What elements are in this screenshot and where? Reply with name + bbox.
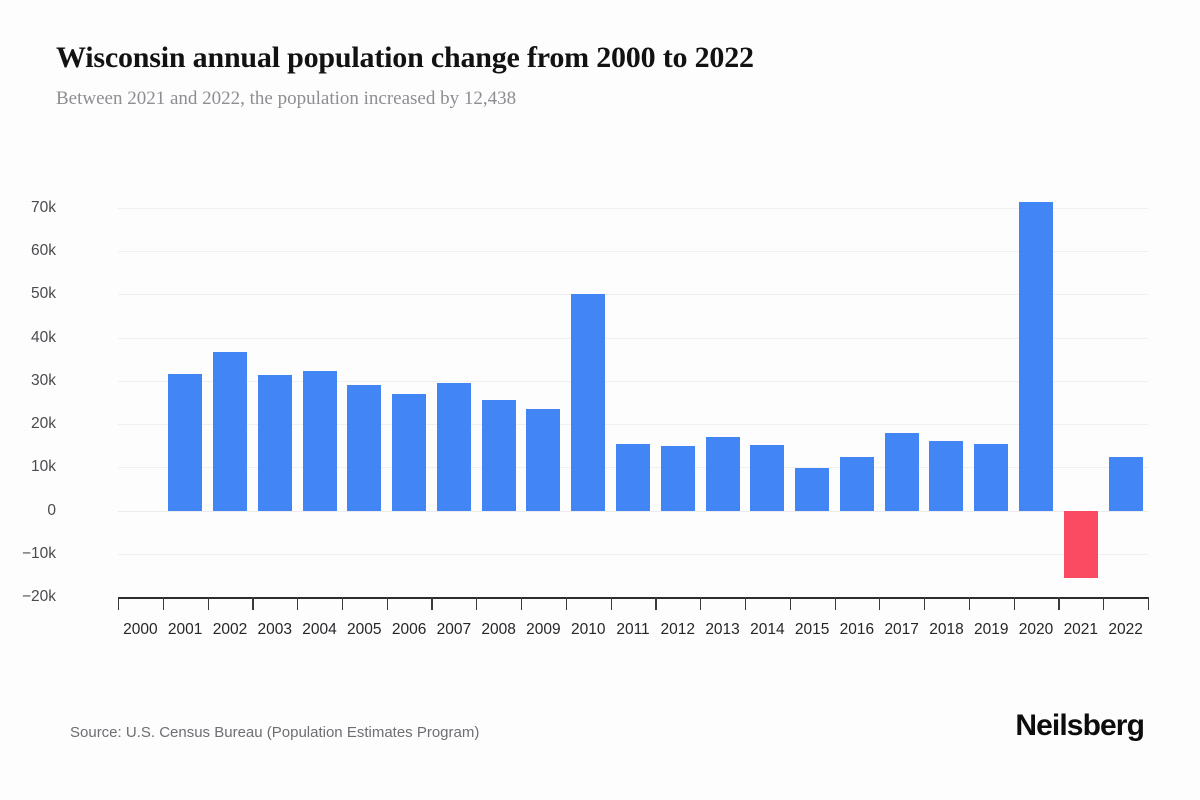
x-axis-tick-label: 2003 [257,621,292,638]
bar-2014[interactable] [750,444,785,511]
y-axis-tick-label: 10k [31,458,56,476]
bar-2017[interactable] [884,433,919,511]
gridline [118,337,1148,339]
x-axis-tick [834,597,836,610]
chart-subtitle: Between 2021 and 2022, the population in… [56,88,517,109]
x-axis-line [118,597,1148,599]
y-axis-tick-label: 50k [31,285,56,303]
x-axis-tick [476,597,478,610]
x-axis-tick-label: 2011 [616,621,650,638]
y-axis-tick-label: 20k [31,415,56,433]
x-axis-tick-label: 2017 [884,621,919,638]
gridline [118,251,1148,253]
x-axis-tick-label: 2016 [839,621,875,638]
bar-2010[interactable] [571,294,606,511]
x-axis-tick [1103,597,1105,610]
x-axis-tick [341,597,344,610]
bar-2002[interactable] [212,351,247,511]
x-axis-tick [252,597,254,610]
x-axis-tick-label: 2009 [526,621,561,638]
bar-2022[interactable] [1108,456,1143,511]
source-note: Source: U.S. Census Bureau (Population E… [70,724,480,741]
bar-2006[interactable] [392,393,427,511]
y-axis-tick-label: 30k [31,371,56,389]
x-axis-tick-label: 2000 [123,621,158,638]
bar-2011[interactable] [616,444,650,511]
x-axis-tick [386,597,388,610]
x-axis-tick [744,597,747,610]
x-axis-tick-label: 2020 [1018,621,1054,638]
x-axis-tick-label: 2001 [167,621,203,638]
bar-2004[interactable] [302,371,337,511]
x-axis-tick-label: 2013 [705,621,740,638]
x-axis-tick-label: 2007 [436,621,472,638]
x-axis-tick-label: 2005 [347,621,382,638]
x-axis-tick-label: 2010 [570,621,606,638]
bar-series [118,201,1148,597]
bar-2012[interactable] [660,445,695,511]
y-axis-tick-label: 0 [47,501,56,519]
gridline [118,553,1148,555]
x-axis-tick-label: 2021 [1063,621,1099,638]
x-axis-tick [1058,597,1060,610]
chart-header: Wisconsin annual population change from … [56,40,1156,111]
bar-2021[interactable] [1063,510,1098,578]
x-axis-tick [700,597,702,610]
y-axis-tick-label: 40k [31,328,56,346]
bar-2005[interactable] [347,385,382,511]
x-axis-tick [655,597,657,610]
bar-2003[interactable] [257,374,292,511]
y-axis-tick-label: −20k [21,588,56,605]
bar-2009[interactable] [526,408,561,511]
x-axis-tick [968,597,971,610]
page-title: Wisconsin annual population change from … [56,41,754,74]
x-axis-tick-label: 2014 [750,621,785,638]
x-axis-tick [1013,597,1015,610]
x-axis-tick-label: 2006 [391,621,427,638]
x-axis-tick-label: 2008 [481,621,516,638]
y-axis-tick-label: 70k [31,199,56,216]
x-axis-tick [521,597,523,610]
x-axis-tick [610,597,612,610]
x-axis-tick [162,597,164,610]
gridline [118,380,1148,382]
gridline [118,424,1148,426]
bar-2008[interactable] [481,399,516,511]
x-axis-tick-label: 2015 [794,621,830,638]
x-axis-tick-label: 2004 [302,621,337,638]
x-axis-tick [118,597,120,610]
x-axis-tick-label: 2012 [660,621,696,638]
x-axis-tick-label: 2022 [1108,621,1143,638]
brand-logo: Neilsberg [1015,709,1145,742]
bar-2007[interactable] [436,383,471,511]
gridline [118,208,1148,209]
bar-2020[interactable] [1019,201,1054,511]
x-axis-tick-label: 2018 [929,621,964,638]
plot-area: 70k 60k 50k 40k 30k 20k 10k 0 −10k −20k [22,199,1148,605]
y-axis-tick-label: −10k [21,544,56,562]
bar-2019[interactable] [974,444,1009,511]
x-axis-tick [924,597,926,610]
x-axis-tick [431,597,433,610]
x-axis-tick [565,597,567,610]
gridline [118,510,1148,512]
bar-2001[interactable] [168,374,203,511]
bar-2018[interactable] [929,440,964,511]
y-axis-tick-label: 60k [31,242,56,260]
x-axis-tick [297,597,299,610]
x-axis-tick [207,597,209,610]
bar-2013[interactable] [705,436,740,511]
x-axis-tick-label: 2019 [974,621,1009,638]
bar-2016[interactable] [839,457,874,511]
x-axis-tick [879,597,881,610]
gridline [118,294,1148,296]
bar-2015[interactable] [795,468,830,511]
x-axis-tick [789,597,791,610]
x-axis-tick-label: 2002 [212,621,248,638]
x-axis-tick [1148,597,1150,610]
